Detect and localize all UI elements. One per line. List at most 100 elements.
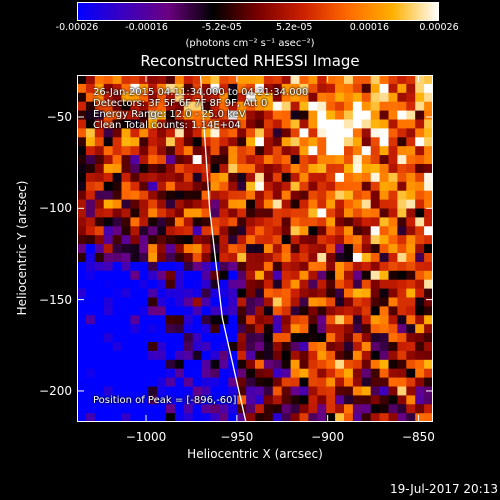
heatmap-cell xyxy=(121,279,131,289)
heatmap-cell xyxy=(148,235,158,245)
heatmap-cell xyxy=(255,101,265,111)
heatmap-cell xyxy=(210,368,220,378)
heatmap-cell xyxy=(210,235,220,245)
heatmap-cell xyxy=(406,324,416,334)
heatmap-cell xyxy=(255,288,265,298)
heatmap-cell xyxy=(352,315,363,325)
heatmap-cell xyxy=(183,155,194,165)
heatmap-cell xyxy=(201,235,211,245)
heatmap-cell xyxy=(157,359,167,370)
heatmap-cell xyxy=(157,190,167,200)
heatmap-cell xyxy=(424,208,433,218)
heatmap-cell xyxy=(361,288,372,298)
heatmap-cell xyxy=(388,297,398,307)
heatmap-cell xyxy=(272,199,283,209)
heatmap-cell xyxy=(139,208,149,218)
heatmap-cell xyxy=(326,324,336,334)
heatmap-cell xyxy=(361,199,372,209)
heatmap-cell xyxy=(299,297,309,307)
heatmap-cell xyxy=(148,110,158,120)
heatmap-cell xyxy=(406,199,416,209)
heatmap-cell xyxy=(246,386,256,396)
heatmap-cell xyxy=(361,324,372,334)
heatmap-cell xyxy=(130,359,140,370)
heatmap-cell xyxy=(308,119,318,129)
peak-position-label: Position of Peak = [-896,-60] xyxy=(93,395,237,406)
heatmap-cell xyxy=(174,315,185,325)
heatmap-cell xyxy=(308,208,318,218)
heatmap-cell xyxy=(157,235,167,245)
heatmap-cell xyxy=(255,261,265,272)
heatmap-cell xyxy=(183,164,194,174)
heatmap-cell xyxy=(130,342,140,352)
heatmap-cell xyxy=(397,119,407,129)
heatmap-cell xyxy=(388,261,398,272)
heatmap-cell xyxy=(246,333,256,343)
heatmap-cell xyxy=(335,75,345,85)
heatmap-cell xyxy=(406,386,416,396)
heatmap-cell xyxy=(290,235,300,245)
heatmap-cell xyxy=(192,146,202,156)
heatmap-cell xyxy=(201,413,211,422)
heatmap-cell xyxy=(166,235,176,245)
heatmap-cell xyxy=(370,155,380,165)
heatmap-cell xyxy=(77,181,87,192)
heatmap-cell xyxy=(174,128,185,138)
heatmap-cell xyxy=(157,377,167,387)
heatmap-cell xyxy=(166,368,176,378)
heatmap-cell xyxy=(326,377,336,387)
heatmap-cell xyxy=(157,350,167,361)
heatmap-cell xyxy=(317,128,327,138)
heatmap-cell xyxy=(308,324,318,334)
heatmap-cell xyxy=(326,342,336,352)
heatmap-cell xyxy=(317,226,327,236)
heatmap-cell xyxy=(228,315,238,325)
heatmap-cell xyxy=(326,172,336,183)
heatmap-cell xyxy=(424,119,433,129)
heatmap-cell xyxy=(246,226,256,236)
heatmap-cell xyxy=(94,350,105,361)
heatmap-cell xyxy=(201,377,211,387)
heatmap-cell xyxy=(388,190,398,200)
heatmap-cell xyxy=(166,350,176,361)
heatmap-cell xyxy=(370,395,380,405)
heatmap-cell xyxy=(121,235,131,245)
heatmap-cell xyxy=(397,253,407,263)
heatmap-cell xyxy=(308,235,318,245)
heatmap-cell xyxy=(139,270,149,281)
heatmap-cell xyxy=(379,217,389,227)
heatmap-cell xyxy=(192,270,202,281)
heatmap-cell xyxy=(344,342,354,352)
heatmap-cell xyxy=(148,404,158,414)
heatmap-cell xyxy=(201,217,211,227)
heatmap-cell xyxy=(335,83,345,94)
x-tick-label: −1000 xyxy=(125,430,167,444)
heatmap-cell xyxy=(370,110,380,120)
heatmap-cell xyxy=(308,101,318,111)
heatmap-cell xyxy=(335,181,345,192)
heatmap-cell xyxy=(263,226,274,236)
heatmap-cell xyxy=(317,297,327,307)
heatmap-cell xyxy=(121,253,131,263)
heatmap-cell xyxy=(308,226,318,236)
heatmap-cell xyxy=(85,75,96,85)
heatmap-cell xyxy=(299,261,309,272)
heatmap-cell xyxy=(255,137,265,147)
heatmap-cell xyxy=(388,350,398,361)
heatmap-cell xyxy=(415,208,425,218)
heatmap-cell xyxy=(272,137,283,147)
heatmap-cell xyxy=(361,119,372,129)
heatmap-cell xyxy=(210,217,220,227)
x-tick-label: −900 xyxy=(311,430,345,444)
heatmap-cell xyxy=(263,217,274,227)
heatmap-cell xyxy=(326,395,336,405)
heatmap-cell xyxy=(352,155,363,165)
heatmap-cell xyxy=(210,119,220,129)
x-axis-label: Heliocentric X (arcsec) xyxy=(187,447,323,461)
heatmap-cell xyxy=(192,75,202,85)
heatmap-cell xyxy=(415,279,425,289)
heatmap-cell xyxy=(183,253,194,263)
heatmap-cell xyxy=(219,128,229,138)
heatmap-cell xyxy=(210,244,220,254)
heatmap-cell xyxy=(388,244,398,254)
